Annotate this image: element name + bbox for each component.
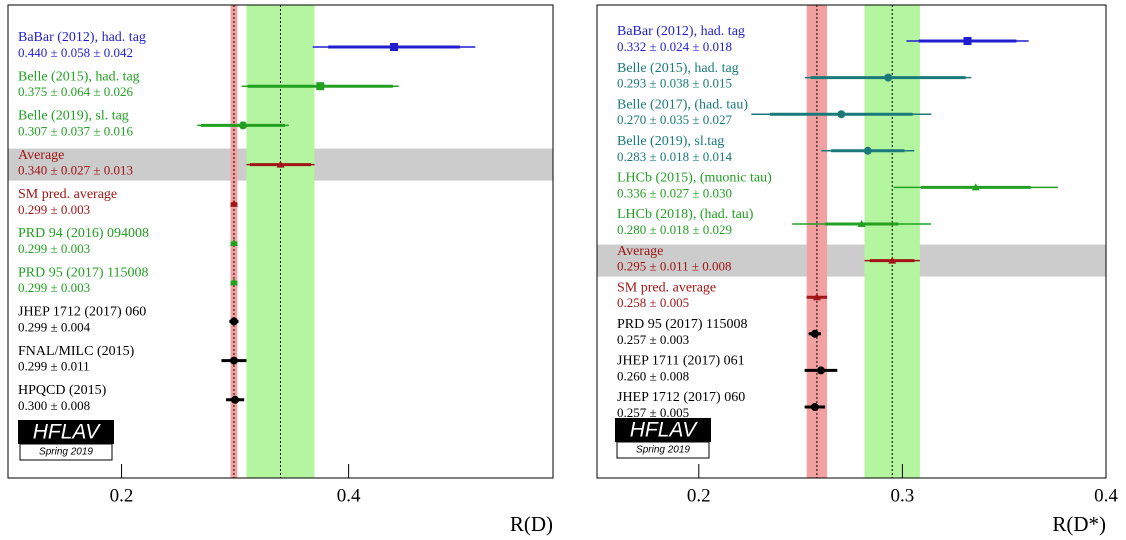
marker: [229, 239, 238, 246]
entry-label: FNAL/MILC (2015): [18, 344, 135, 359]
entry-value-label: 0.332 ± 0.024 ± 0.018: [617, 39, 732, 54]
entry-label: BaBar (2012), had. tag: [18, 30, 146, 45]
marker: [390, 43, 399, 51]
logo-box: [615, 418, 711, 442]
x-axis-title: R(D*): [1052, 512, 1106, 536]
entry-value-label: 0.307 ± 0.037 ± 0.016: [18, 123, 134, 138]
entry-value-label: 0.336 ± 0.027 ± 0.030: [617, 185, 732, 200]
entry-label: Belle (2019), sl. tag: [18, 109, 129, 124]
plot-frame: [7, 4, 554, 479]
x-tick-label: 0.4: [1094, 485, 1118, 506]
logo-subbox: [616, 441, 710, 459]
marker: [971, 183, 980, 191]
entry-value-label: 0.299 ± 0.011: [18, 359, 90, 374]
entry-label: JHEP 1712 (2017) 060: [617, 390, 745, 405]
marker: [239, 121, 248, 130]
average-row-band: [597, 244, 1106, 277]
entry-value-label: 0.340 ± 0.027 ± 0.013: [18, 163, 133, 178]
entry-value-label: 0.299 ± 0.003: [18, 280, 90, 295]
entry-value-label: 0.440 ± 0.058 ± 0.042: [18, 45, 133, 60]
marker: [812, 293, 821, 301]
entry-value-label: 0.300 ± 0.008: [18, 398, 90, 413]
entry-label: Belle (2015), had. tag: [18, 69, 140, 84]
marker: [816, 366, 825, 375]
entry-value-label: 0.257 ± 0.005: [617, 405, 689, 420]
entry-value-label: 0.375 ± 0.064 ± 0.026: [18, 84, 134, 99]
entry-value-label: 0.280 ± 0.018 ± 0.029: [617, 222, 732, 237]
x-tick-label: 0.2: [110, 485, 134, 506]
entry-value-label: 0.299 ± 0.003: [18, 241, 90, 256]
marker: [229, 356, 238, 365]
marker: [229, 278, 238, 286]
logo-subbox: [19, 443, 113, 461]
entry-label: Belle (2019), sl.tag: [617, 134, 724, 149]
entry-label: PRD 94 (2016) 094008: [18, 226, 149, 241]
entry-label: JHEP 1711 (2017) 061: [617, 354, 745, 369]
x-tick-label: 0.3: [891, 485, 915, 506]
marker: [888, 256, 897, 264]
marker: [316, 82, 325, 91]
marker: [276, 160, 285, 168]
x-axis-title: R(D): [510, 512, 553, 536]
entry-label: Average: [617, 244, 663, 259]
entry-label: PRD 95 (2017) 115008: [617, 317, 748, 332]
entry-value-label: 0.257 ± 0.003: [617, 332, 689, 347]
entry-value-label: 0.258 ± 0.005: [617, 295, 689, 310]
entry-label: PRD 95 (2017) 115008: [18, 265, 149, 280]
x-tick-label: 0.4: [337, 485, 361, 506]
logo-subtitle: Spring 2019: [636, 445, 690, 456]
plot-frame: [596, 4, 1107, 479]
entry-label: LHCb (2015), (muonic tau): [617, 171, 772, 186]
marker: [963, 37, 972, 45]
entry-value-label: 0.295 ± 0.011 ± 0.008: [617, 259, 732, 274]
marker: [810, 329, 819, 338]
entry-label: SM pred. average: [617, 280, 716, 295]
marker: [837, 110, 846, 119]
entry-label: LHCb (2018), (had. tau): [617, 207, 754, 222]
x-tick-label: 0.2: [687, 485, 711, 506]
logo-text: HFLAV: [33, 421, 102, 444]
entry-value-label: 0.270 ± 0.035 ± 0.027: [617, 112, 733, 127]
entry-label: SM pred. average: [18, 187, 117, 202]
entry-value-label: 0.293 ± 0.038 ± 0.015: [617, 76, 732, 91]
entry-value-label: 0.299 ± 0.003: [18, 202, 90, 217]
logo-box: [18, 420, 114, 444]
entry-label: Belle (2017), (had. tau): [617, 97, 748, 112]
entry-value-label: 0.299 ± 0.004: [18, 319, 91, 334]
entry-label: BaBar (2012), had. tag: [617, 24, 745, 39]
entry-label: HPQCD (2015): [18, 383, 107, 398]
marker: [229, 317, 238, 326]
marker: [229, 199, 238, 207]
entry-label: Belle (2015), had. tag: [617, 61, 739, 76]
marker: [810, 403, 819, 411]
marker: [231, 395, 240, 404]
logo-text: HFLAV: [630, 419, 699, 442]
marker: [863, 146, 872, 155]
entry-label: JHEP 1712 (2017) 060: [18, 305, 146, 320]
entry-label: Average: [18, 148, 64, 163]
entry-value-label: 0.283 ± 0.018 ± 0.014: [617, 149, 733, 164]
entry-value-label: 0.260 ± 0.008: [617, 368, 689, 383]
logo-subtitle: Spring 2019: [39, 447, 93, 458]
marker: [884, 73, 893, 82]
marker: [857, 220, 866, 227]
